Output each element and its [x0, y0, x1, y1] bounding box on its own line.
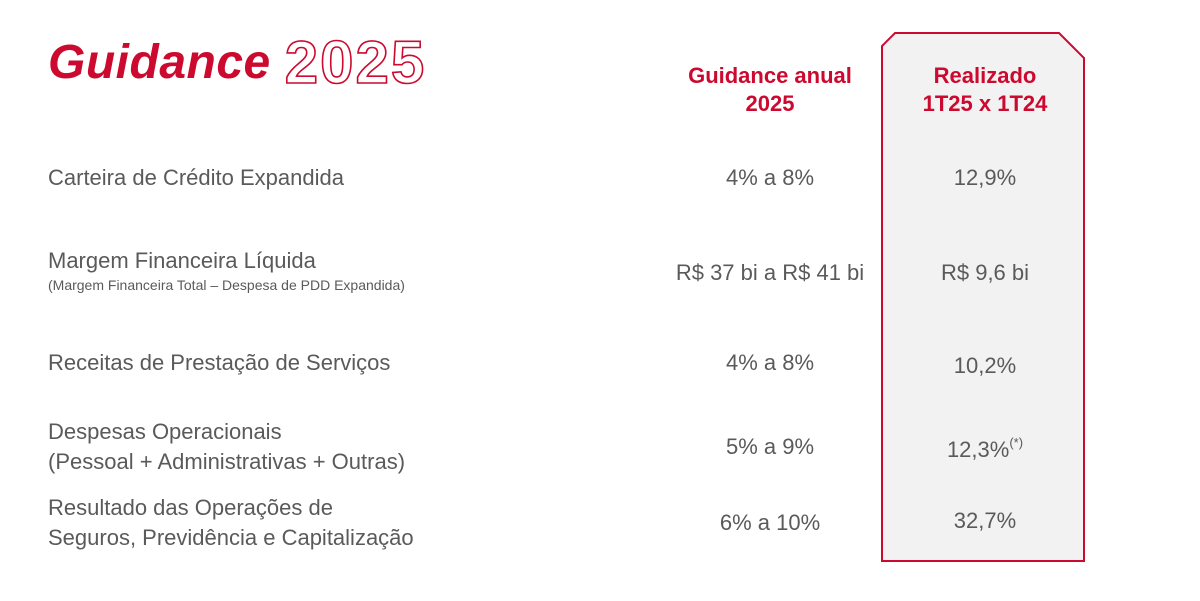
- guidance-value-operating-expenses: 5% a 9%: [725, 434, 815, 459]
- realized-column-box: [881, 32, 1085, 562]
- row-label-insurance-results: Resultado das Operações de Seguros, Prev…: [48, 493, 414, 553]
- realized-header-line2: 1T25 x 1T24: [922, 91, 1048, 116]
- realized-value-service-revenues: 10,2%: [953, 353, 1017, 378]
- guidance-header-line2: 2025: [745, 91, 795, 116]
- row-label-net-interest-margin: Margem Financeira Líquida (Margem Financ…: [48, 246, 405, 294]
- realized-value-insurance-results: 32,7%: [953, 508, 1017, 533]
- row-label-operating-expenses: Despesas Operacionais (Pessoal + Adminis…: [48, 417, 405, 477]
- realized-column-header: Realizado 1T25 x 1T24: [885, 62, 1085, 118]
- guidance-value-service-revenues: 4% a 8%: [725, 350, 815, 375]
- row-label-credit-portfolio: Carteira de Crédito Expandida: [48, 165, 344, 190]
- page-title: Guidance 2025: [48, 22, 426, 102]
- realized-value-net-interest-margin: R$ 9,6 bi: [940, 260, 1030, 285]
- guidance-header-line1: Guidance anual: [688, 63, 852, 88]
- guidance-value-net-interest-margin: R$ 37 bi a R$ 41 bi: [675, 260, 865, 285]
- row-label-line1: Resultado das Operações de: [48, 495, 333, 520]
- realized-header-line1: Realizado: [933, 63, 1037, 88]
- title-main: Guidance: [48, 35, 271, 89]
- realized-value-text: 12,3%: [946, 437, 1010, 462]
- row-sublabel: (Margem Financeira Total – Despesa de PD…: [48, 277, 405, 293]
- guidance-value-insurance-results: 6% a 10%: [719, 510, 821, 535]
- row-label-line2: (Pessoal + Administrativas + Outras): [48, 449, 406, 474]
- realized-value-credit-portfolio: 12,9%: [953, 165, 1017, 190]
- title-year: 2025: [284, 28, 427, 97]
- row-label-line1: Despesas Operacionais: [48, 419, 282, 444]
- guidance-column-header: Guidance anual 2025: [640, 62, 900, 118]
- row-label-text: Margem Financeira Líquida: [48, 248, 316, 273]
- realized-value-operating-expenses: 12,3%(*): [885, 428, 1085, 465]
- row-label-line2: Seguros, Previdência e Capitalização: [48, 525, 414, 550]
- guidance-value-credit-portfolio: 4% a 8%: [725, 165, 815, 190]
- row-label-service-revenues: Receitas de Prestação de Serviços: [48, 350, 391, 375]
- footnote-marker: (*): [1009, 435, 1024, 450]
